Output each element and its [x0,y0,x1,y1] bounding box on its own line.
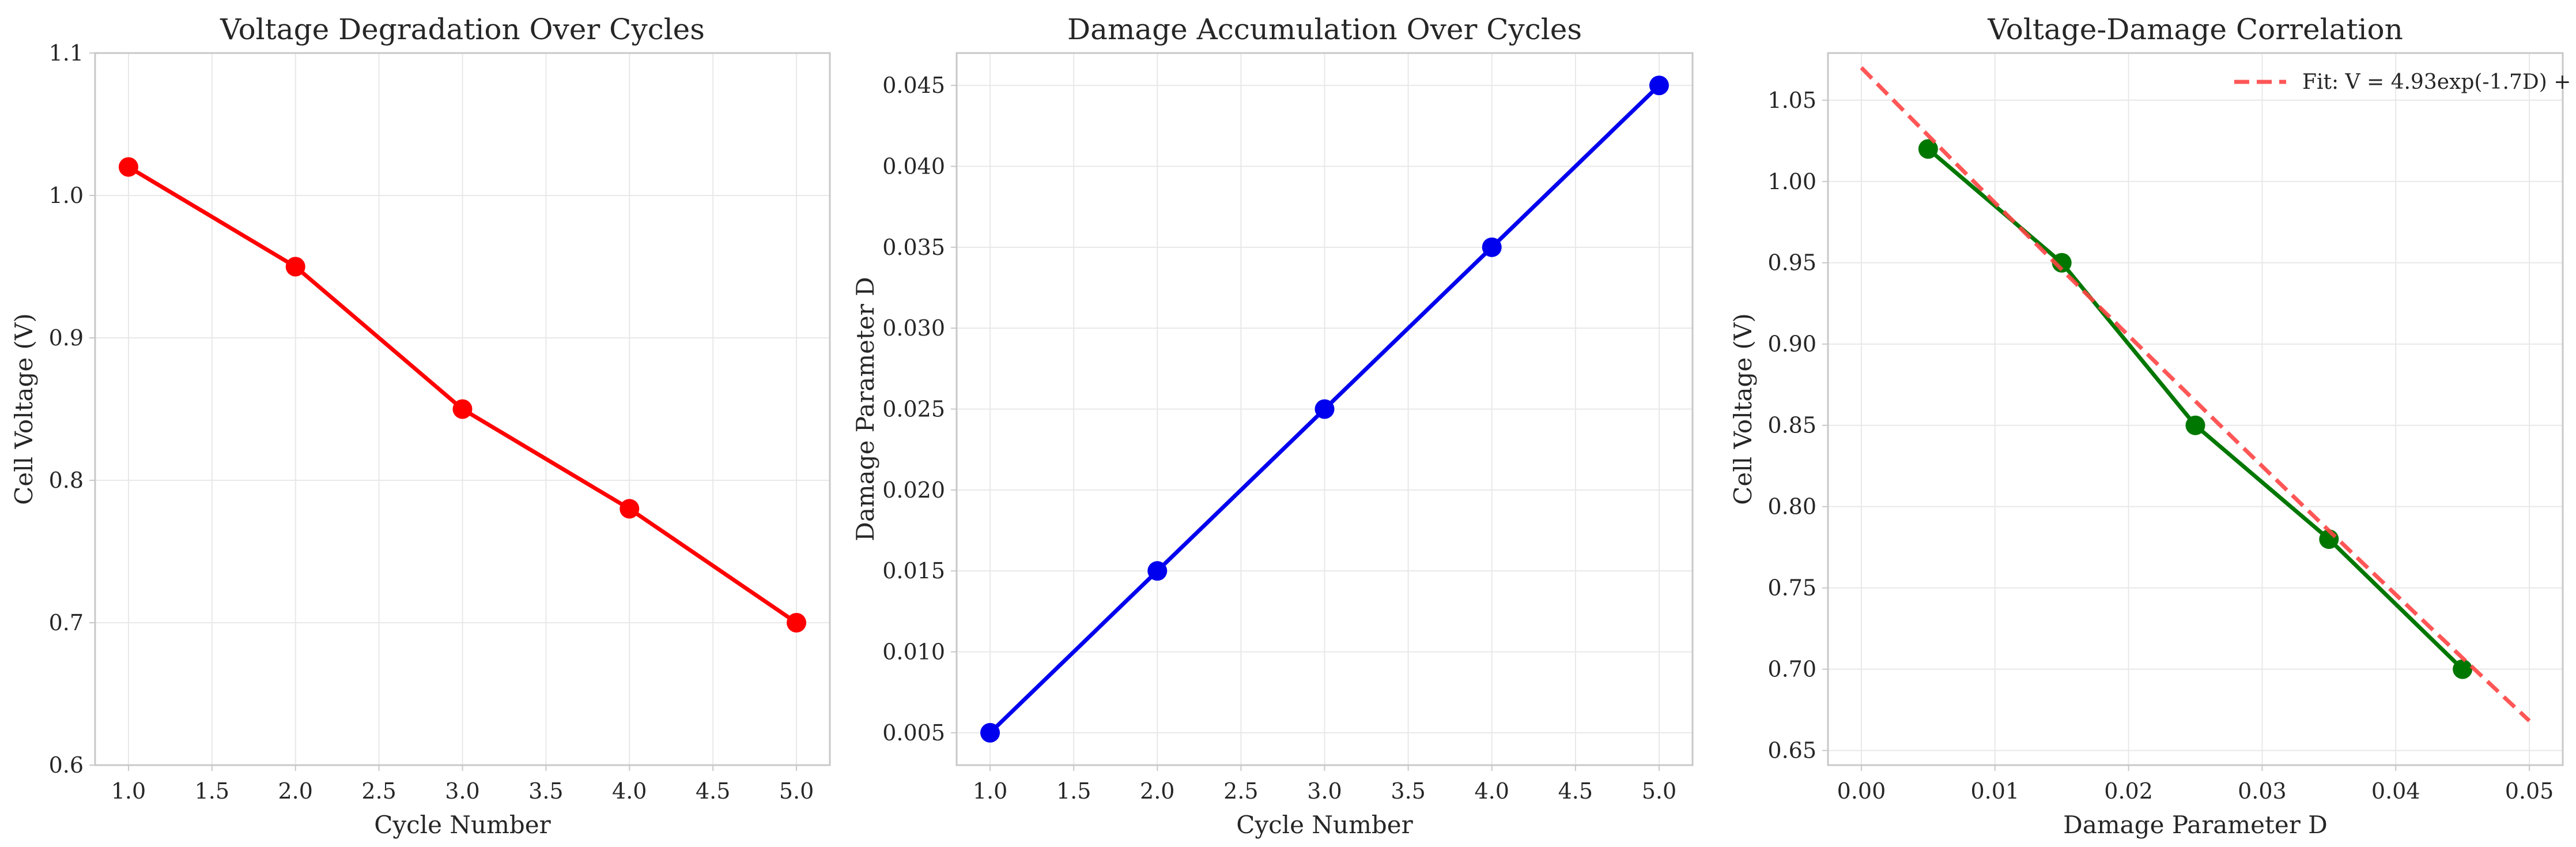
y-tick-label: 0.9 [49,325,84,351]
y-tick-label: 0.6 [49,752,84,778]
chart-title: Voltage Degradation Over Cycles [220,13,705,46]
x-tick-label: 3.0 [1307,778,1342,804]
data-point [1482,238,1502,257]
legend-label: Fit: V = 4.93exp(-1.7D) + -3.86 [2302,70,2576,94]
y-tick-label: 0.015 [882,558,945,584]
data-point [453,400,473,419]
x-tick-label: 4.5 [1558,778,1593,804]
y-tick-label: 0.80 [1767,494,1816,520]
y-tick-label: 0.010 [882,639,945,665]
y-tick-label: 0.75 [1767,575,1816,601]
y-tick-label: 1.1 [49,40,84,66]
x-tick-label: 1.5 [195,778,229,804]
y-tick-label: 0.005 [882,720,945,746]
y-tick-label: 0.020 [882,477,945,503]
x-tick-label: 3.5 [1391,778,1425,804]
y-tick-label: 0.8 [49,468,84,493]
x-tick-label: 0.04 [2371,778,2420,804]
y-tick-label: 0.025 [882,397,945,422]
data-point [1649,76,1669,95]
y-tick-label: 1.00 [1767,169,1816,194]
x-tick-label: 2.5 [361,778,396,804]
data-point [980,723,1000,743]
data-point [620,499,639,518]
y-tick-label: 0.70 [1767,657,1816,682]
x-tick-label: 0.00 [1837,778,1886,804]
x-tick-label: 3.5 [528,778,563,804]
chart-title: Voltage-Damage Correlation [1987,13,2403,46]
y-tick-label: 0.65 [1767,738,1816,763]
y-axis-label: Damage Parameter D [851,277,879,541]
y-tick-label: 0.90 [1767,332,1816,357]
data-point [2186,416,2205,435]
chart-title: Damage Accumulation Over Cycles [1067,13,1582,46]
data-point [787,613,806,633]
chart-panel-2: 1.0 1.5 2.0 2.5 3.0 3.5 4.0 4.5 5.0 0.005 0.010 0.0… [851,13,1693,839]
y-tick-label: 0.85 [1767,413,1816,438]
y-axis-label: Cell Voltage (V) [1729,313,1757,505]
x-tick-label: 4.5 [696,778,730,804]
x-tick-label: 0.01 [1970,778,2019,804]
chart-panel-1: 1.0 1.5 2.0 2.5 3.0 3.5 4.0 4.5 5.0 0.6 0.7 0.8 0.9 1… [10,13,830,839]
series-line [1928,149,2462,669]
fit-line [1861,67,2529,721]
y-tick-label: 0.045 [882,73,945,98]
x-tick-label: 2.5 [1223,778,1258,804]
chart-panel-3: 0.00 0.01 0.02 0.03 0.04 0.05 0.65 0.70 0.75 0.80… [1729,13,2576,839]
y-tick-label: 0.7 [49,610,84,635]
data-point [1147,561,1167,581]
x-tick-label: 4.0 [1475,778,1509,804]
x-tick-label: 0.05 [2505,778,2554,804]
x-tick-label: 2.0 [1140,778,1174,804]
y-tick-label: 1.0 [49,183,84,208]
y-tick-label: 0.040 [882,153,945,179]
x-axis-label: Cycle Number [374,811,551,839]
y-axis-label: Cell Voltage (V) [10,313,38,505]
y-tick-label: 0.030 [882,315,945,341]
x-tick-label: 5.0 [1642,778,1676,804]
x-tick-label: 1.5 [1056,778,1091,804]
y-tick-label: 1.05 [1767,88,1816,113]
x-tick-label: 4.0 [612,778,647,804]
x-tick-label: 3.0 [445,778,479,804]
data-point [119,157,138,177]
x-axis-label: Cycle Number [1236,811,1413,839]
y-tick-label: 0.95 [1767,250,1816,276]
x-tick-label: 1.0 [111,778,146,804]
x-tick-label: 0.02 [2104,778,2153,804]
x-axis-label: Damage Parameter D [2063,811,2328,839]
x-tick-label: 1.0 [973,778,1007,804]
x-tick-label: 2.0 [278,778,313,804]
data-point [2453,660,2472,679]
y-tick-label: 0.035 [882,235,945,260]
data-point [286,257,305,277]
x-tick-label: 5.0 [779,778,814,804]
x-tick-label: 0.03 [2238,778,2287,804]
data-point [1315,400,1335,419]
